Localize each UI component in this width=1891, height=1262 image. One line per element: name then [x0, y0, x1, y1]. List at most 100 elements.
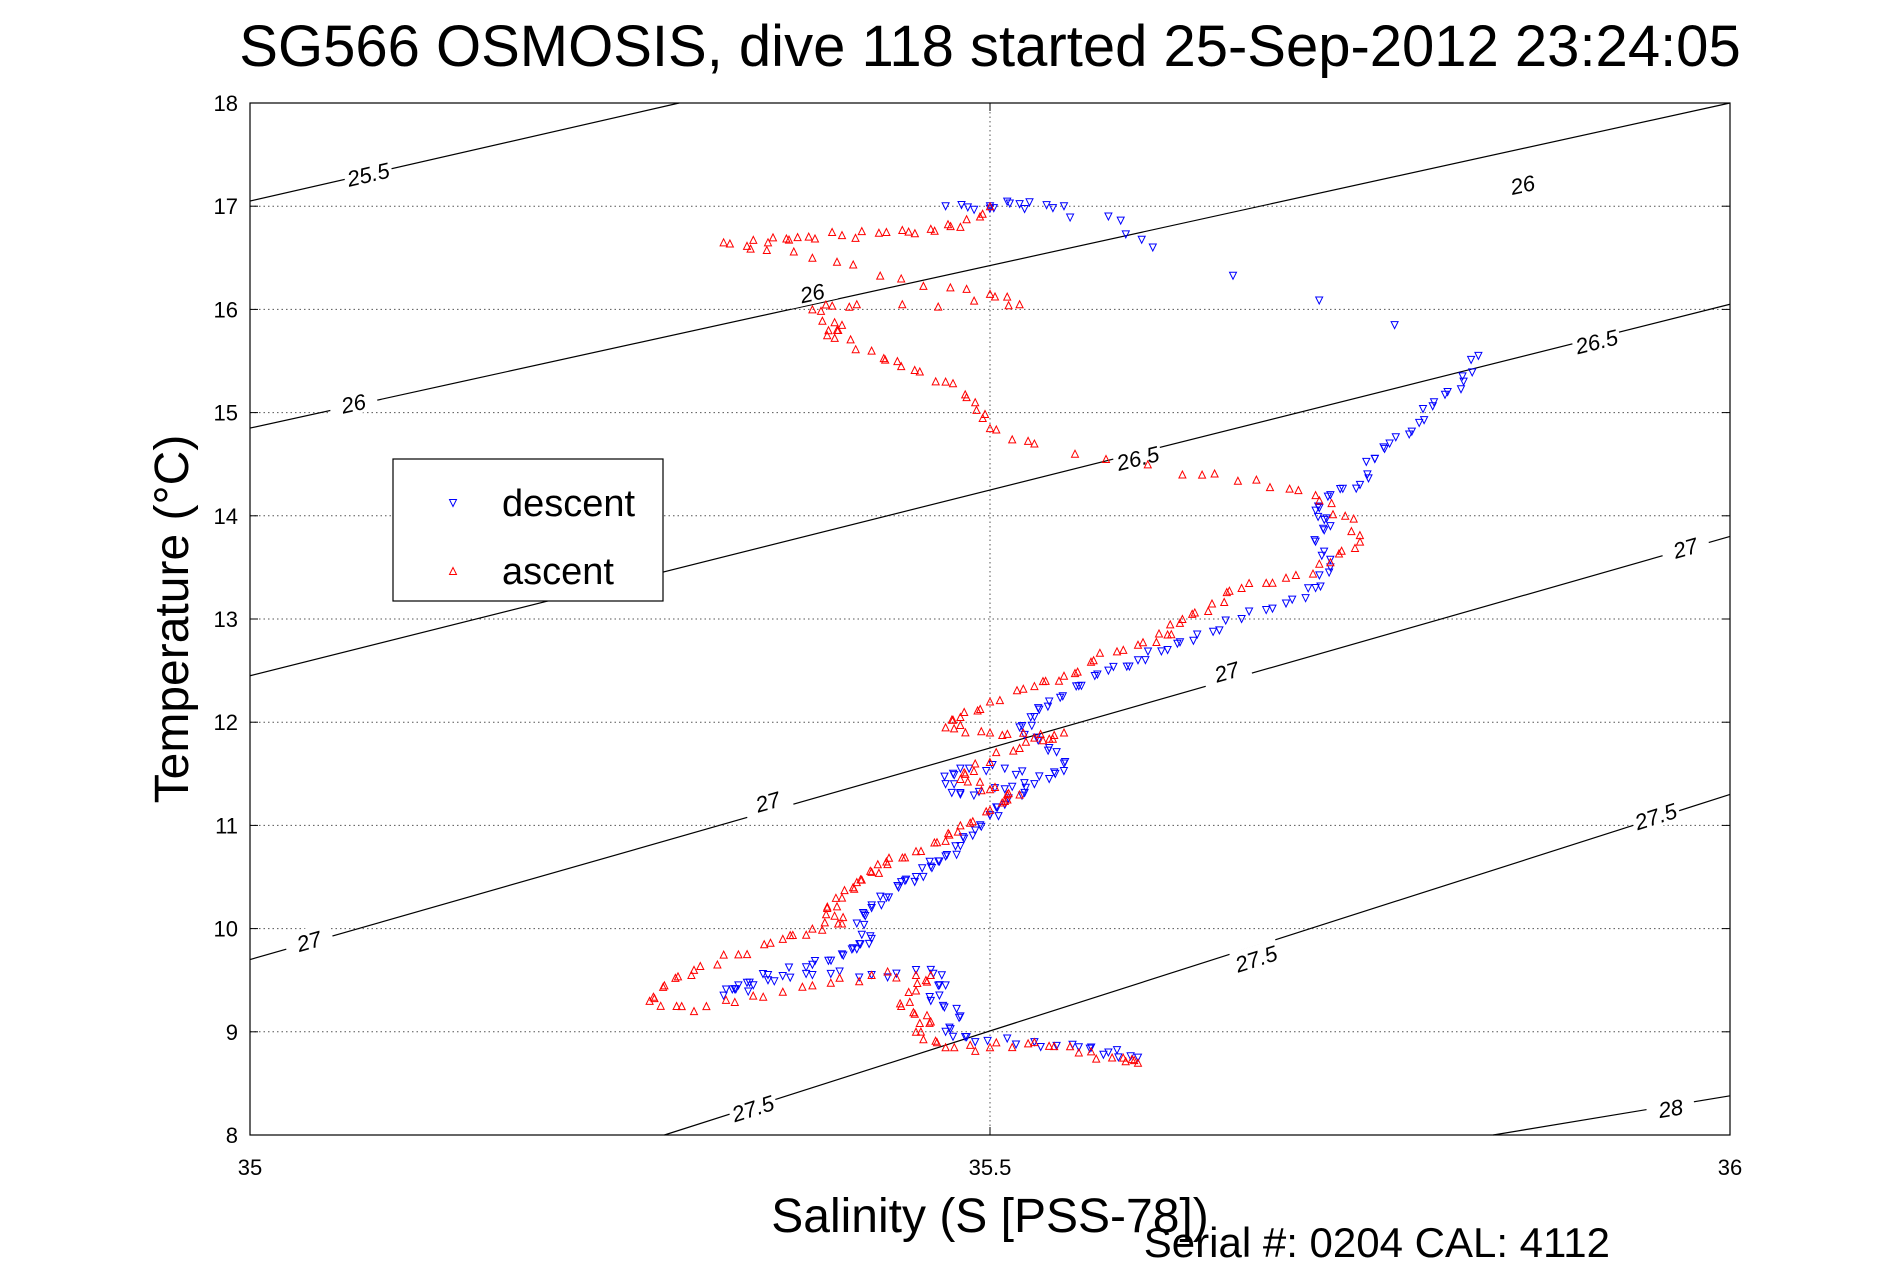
descent-point: [949, 771, 959, 780]
descent-point: [1311, 584, 1320, 593]
descent-point: [1043, 702, 1053, 712]
descent-point: [976, 822, 986, 832]
contour-label-bg: [1229, 938, 1283, 977]
descent-point: [1007, 782, 1017, 792]
descent-point: [968, 831, 978, 841]
ascent-point: [926, 970, 936, 980]
ascent-point: [972, 405, 981, 414]
ascent-point: [961, 727, 970, 737]
ascent-point: [1350, 543, 1360, 552]
ascent-point: [1178, 614, 1187, 623]
ascent-point: [1030, 681, 1039, 691]
legend-box: [392, 458, 664, 602]
y-tick-label: 17: [214, 194, 238, 219]
ascent-point: [721, 995, 731, 1004]
ascent-point: [1355, 536, 1365, 546]
descent-point: [1311, 537, 1320, 547]
descent-point: [1380, 444, 1389, 454]
descent-point: [1215, 626, 1224, 635]
ascent-point: [1118, 645, 1128, 654]
descent-point: [1011, 1040, 1021, 1050]
ascent-point: [857, 874, 867, 884]
descent-point: [801, 969, 811, 979]
descent-point: [892, 969, 901, 979]
ascent-point: [930, 837, 939, 847]
ascent-point: [946, 282, 955, 292]
ascent-point: [946, 221, 955, 231]
ascent-point: [933, 302, 943, 311]
contour-label: 27.5: [1231, 940, 1281, 977]
descent-point: [1059, 759, 1069, 769]
ascent-point: [1065, 1041, 1075, 1051]
descent-point: [1044, 774, 1054, 784]
ascent-point: [848, 259, 858, 269]
descent-point: [778, 972, 788, 981]
descent-point: [1326, 522, 1335, 531]
ascent-point: [1187, 609, 1197, 618]
descent-point: [742, 978, 752, 988]
descent-point: [1322, 514, 1331, 523]
descent-point: [1157, 647, 1166, 656]
ascent-point: [821, 299, 831, 309]
ascent-point: [1163, 629, 1172, 639]
ascent-point: [985, 201, 995, 211]
descent-point: [956, 842, 965, 851]
ascent-point: [689, 965, 699, 974]
contour-label-bg: [282, 921, 336, 959]
ascent-point: [973, 705, 982, 715]
descent-point: [1319, 515, 1329, 525]
descent-point: [1059, 202, 1069, 211]
contour-label-bg: [1658, 528, 1712, 566]
descent-point: [1391, 433, 1401, 442]
contour-line: [249, 303, 1731, 677]
ascent-point: [898, 852, 907, 862]
descent-point: [1048, 204, 1058, 213]
descent-point: [1361, 457, 1371, 467]
descent-point: [926, 996, 936, 1006]
ascent-point: [1237, 583, 1246, 593]
contour-label: 27.5: [1631, 798, 1681, 835]
descent-point: [1104, 666, 1113, 676]
descent-point: [935, 991, 944, 1001]
descent-point: [1281, 599, 1291, 609]
y-tick-label: 14: [214, 504, 238, 529]
ascent-point: [1175, 618, 1185, 627]
descent-point: [1121, 230, 1131, 240]
ascent-point: [671, 973, 680, 982]
ascent-point: [1347, 526, 1356, 536]
ascent-point: [1129, 1055, 1139, 1065]
descent-point: [1466, 355, 1476, 365]
ascent-point: [896, 361, 906, 371]
ascent-point: [990, 782, 1000, 791]
contour-label: 26: [1507, 170, 1538, 200]
ascent-point: [1311, 490, 1320, 500]
ascent-point: [1038, 676, 1048, 686]
descent-point: [1163, 645, 1172, 655]
y-tick-label: 10: [214, 917, 238, 942]
ascent-point: [915, 366, 925, 376]
ascent-point: [1054, 676, 1064, 685]
descent-point: [956, 790, 965, 800]
ascent-point: [1107, 1052, 1117, 1062]
descent-point: [948, 1032, 958, 1042]
ascent-point: [1049, 1041, 1059, 1051]
ascent-point: [677, 1001, 687, 1011]
descent-point: [1458, 372, 1467, 382]
descent-point: [1459, 377, 1468, 387]
ascent-point: [1007, 434, 1017, 444]
ascent-point: [766, 938, 775, 947]
ascent-point: [962, 214, 971, 224]
descent-point: [835, 967, 844, 977]
ascent-point: [943, 219, 953, 229]
data-series: [645, 197, 1483, 1067]
ascent-point: [844, 302, 854, 311]
descent-point: [1175, 638, 1185, 647]
ascent-point: [883, 966, 892, 976]
descent-point: [1017, 767, 1027, 777]
descent-point: [1058, 692, 1068, 701]
ascent-point: [1327, 498, 1336, 508]
descent-point: [941, 1027, 950, 1037]
ascent-point: [955, 720, 965, 730]
ascent-point: [837, 230, 847, 240]
descent-point: [857, 930, 867, 940]
